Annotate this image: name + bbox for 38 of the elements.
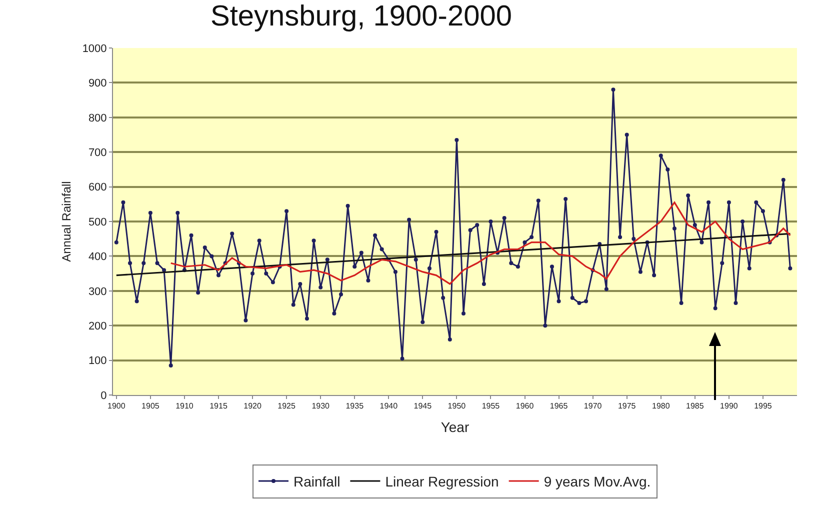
y-tick-label: 1000 — [82, 42, 107, 55]
x-tick-label: 1990 — [720, 402, 738, 411]
x-tick-label: 1925 — [278, 402, 296, 411]
y-tick-label: 500 — [88, 216, 107, 228]
x-tick-label: 1960 — [516, 402, 534, 411]
x-tick-label: 1950 — [448, 402, 466, 411]
y-axis-title: Annual Rainfall — [60, 181, 74, 262]
line-series — [170, 202, 791, 285]
x-tick-label: 1920 — [244, 402, 262, 411]
x-tick-label: 1965 — [550, 402, 568, 411]
y-tick-label: 200 — [88, 320, 107, 332]
x-tick-label: 1975 — [618, 402, 636, 411]
x-tick-label: 1915 — [210, 402, 228, 411]
y-tick-label: 0 — [100, 390, 107, 402]
x-tick-label: 1970 — [584, 402, 602, 411]
x-tick-label: 1955 — [482, 402, 500, 411]
x-tick-label: 1980 — [652, 402, 670, 411]
x-tick-label: 1995 — [754, 402, 772, 411]
legend-label: Rainfall — [294, 473, 340, 490]
y-tick-label: 600 — [88, 182, 107, 194]
x-tick-label: 1935 — [346, 402, 364, 411]
y-tick-label: 800 — [88, 112, 107, 124]
chart-title: Steynsburg, 1900-2000 — [210, 0, 512, 32]
x-tick-label: 1985 — [686, 402, 704, 411]
x-tick-label: 1930 — [312, 402, 330, 411]
x-tick-label: 1910 — [176, 402, 194, 411]
legend-label: 9 years Mov.Avg. — [544, 473, 651, 490]
x-tick-label: 1940 — [380, 402, 398, 411]
y-tick-label: 400 — [88, 251, 107, 264]
y-tick-label: 900 — [88, 78, 107, 90]
y-tick-label: 100 — [88, 355, 107, 368]
x-tick-label: 1945 — [414, 402, 432, 411]
y-tick-label: 700 — [88, 146, 107, 159]
x-tick-label: 1905 — [142, 402, 160, 411]
x-tick-label: 1900 — [108, 402, 126, 411]
x-axis-title: Year — [440, 418, 470, 435]
legend-label: Linear Regression — [385, 473, 499, 490]
y-tick-label: 300 — [88, 286, 107, 298]
